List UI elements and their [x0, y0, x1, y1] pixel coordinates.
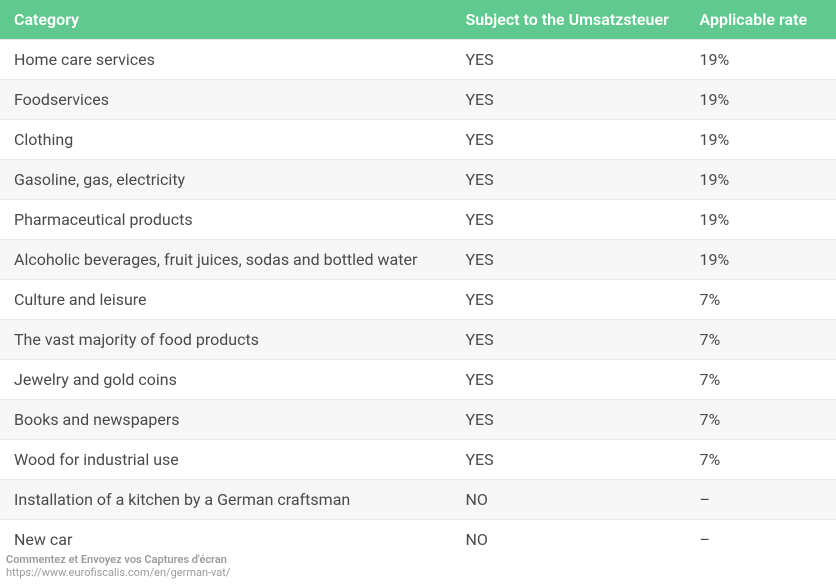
cell-category: Culture and leisure — [0, 280, 451, 320]
cell-category: Clothing — [0, 120, 451, 160]
table-row: Gasoline, gas, electricityYES19% — [0, 160, 836, 200]
cell-subject: YES — [451, 40, 685, 80]
table-row: ClothingYES19% — [0, 120, 836, 160]
cell-category: Pharmaceutical products — [0, 200, 451, 240]
table-row: Installation of a kitchen by a German cr… — [0, 480, 836, 520]
cell-subject: YES — [451, 400, 685, 440]
cell-subject: YES — [451, 160, 685, 200]
cell-rate: 7% — [686, 360, 836, 400]
vat-table: Category Subject to the Umsatzsteuer App… — [0, 0, 836, 559]
header-rate: Applicable rate — [686, 0, 836, 40]
cell-rate: 7% — [686, 320, 836, 360]
cell-category: Foodservices — [0, 80, 451, 120]
cell-category: Home care services — [0, 40, 451, 80]
cell-rate: 19% — [686, 40, 836, 80]
table-row: Culture and leisureYES7% — [0, 280, 836, 320]
cell-rate: – — [686, 520, 836, 560]
cell-subject: YES — [451, 200, 685, 240]
cell-subject: YES — [451, 80, 685, 120]
table-row: Wood for industrial useYES7% — [0, 440, 836, 480]
cell-rate: 7% — [686, 280, 836, 320]
cell-subject: NO — [451, 520, 685, 560]
cell-rate: 19% — [686, 240, 836, 280]
cell-rate: 19% — [686, 200, 836, 240]
cell-category: Jewelry and gold coins — [0, 360, 451, 400]
table-row: FoodservicesYES19% — [0, 80, 836, 120]
cell-category: Gasoline, gas, electricity — [0, 160, 451, 200]
cell-subject: YES — [451, 320, 685, 360]
cell-subject: YES — [451, 360, 685, 400]
table-row: Pharmaceutical productsYES19% — [0, 200, 836, 240]
cell-rate: 7% — [686, 400, 836, 440]
cell-category: New car — [0, 520, 451, 560]
cell-rate: 19% — [686, 160, 836, 200]
watermark-line2: https://www.eurofiscalis.com/en/german-v… — [6, 566, 230, 580]
table-row: Home care servicesYES19% — [0, 40, 836, 80]
cell-category: Wood for industrial use — [0, 440, 451, 480]
table-row: Jewelry and gold coinsYES7% — [0, 360, 836, 400]
cell-category: Books and newspapers — [0, 400, 451, 440]
table-header-row: Category Subject to the Umsatzsteuer App… — [0, 0, 836, 40]
cell-subject: YES — [451, 280, 685, 320]
cell-category: Alcoholic beverages, fruit juices, sodas… — [0, 240, 451, 280]
cell-subject: YES — [451, 120, 685, 160]
table-body: Home care servicesYES19%FoodservicesYES1… — [0, 40, 836, 560]
cell-subject: YES — [451, 440, 685, 480]
header-subject: Subject to the Umsatzsteuer — [451, 0, 685, 40]
cell-rate: 19% — [686, 80, 836, 120]
cell-rate: 7% — [686, 440, 836, 480]
cell-rate: – — [686, 480, 836, 520]
table-row: Alcoholic beverages, fruit juices, sodas… — [0, 240, 836, 280]
cell-category: Installation of a kitchen by a German cr… — [0, 480, 451, 520]
cell-category: The vast majority of food products — [0, 320, 451, 360]
table-row: Books and newspapersYES7% — [0, 400, 836, 440]
table-row: The vast majority of food productsYES7% — [0, 320, 836, 360]
table-row: New carNO– — [0, 520, 836, 560]
header-category: Category — [0, 0, 451, 40]
cell-rate: 19% — [686, 120, 836, 160]
cell-subject: YES — [451, 240, 685, 280]
cell-subject: NO — [451, 480, 685, 520]
